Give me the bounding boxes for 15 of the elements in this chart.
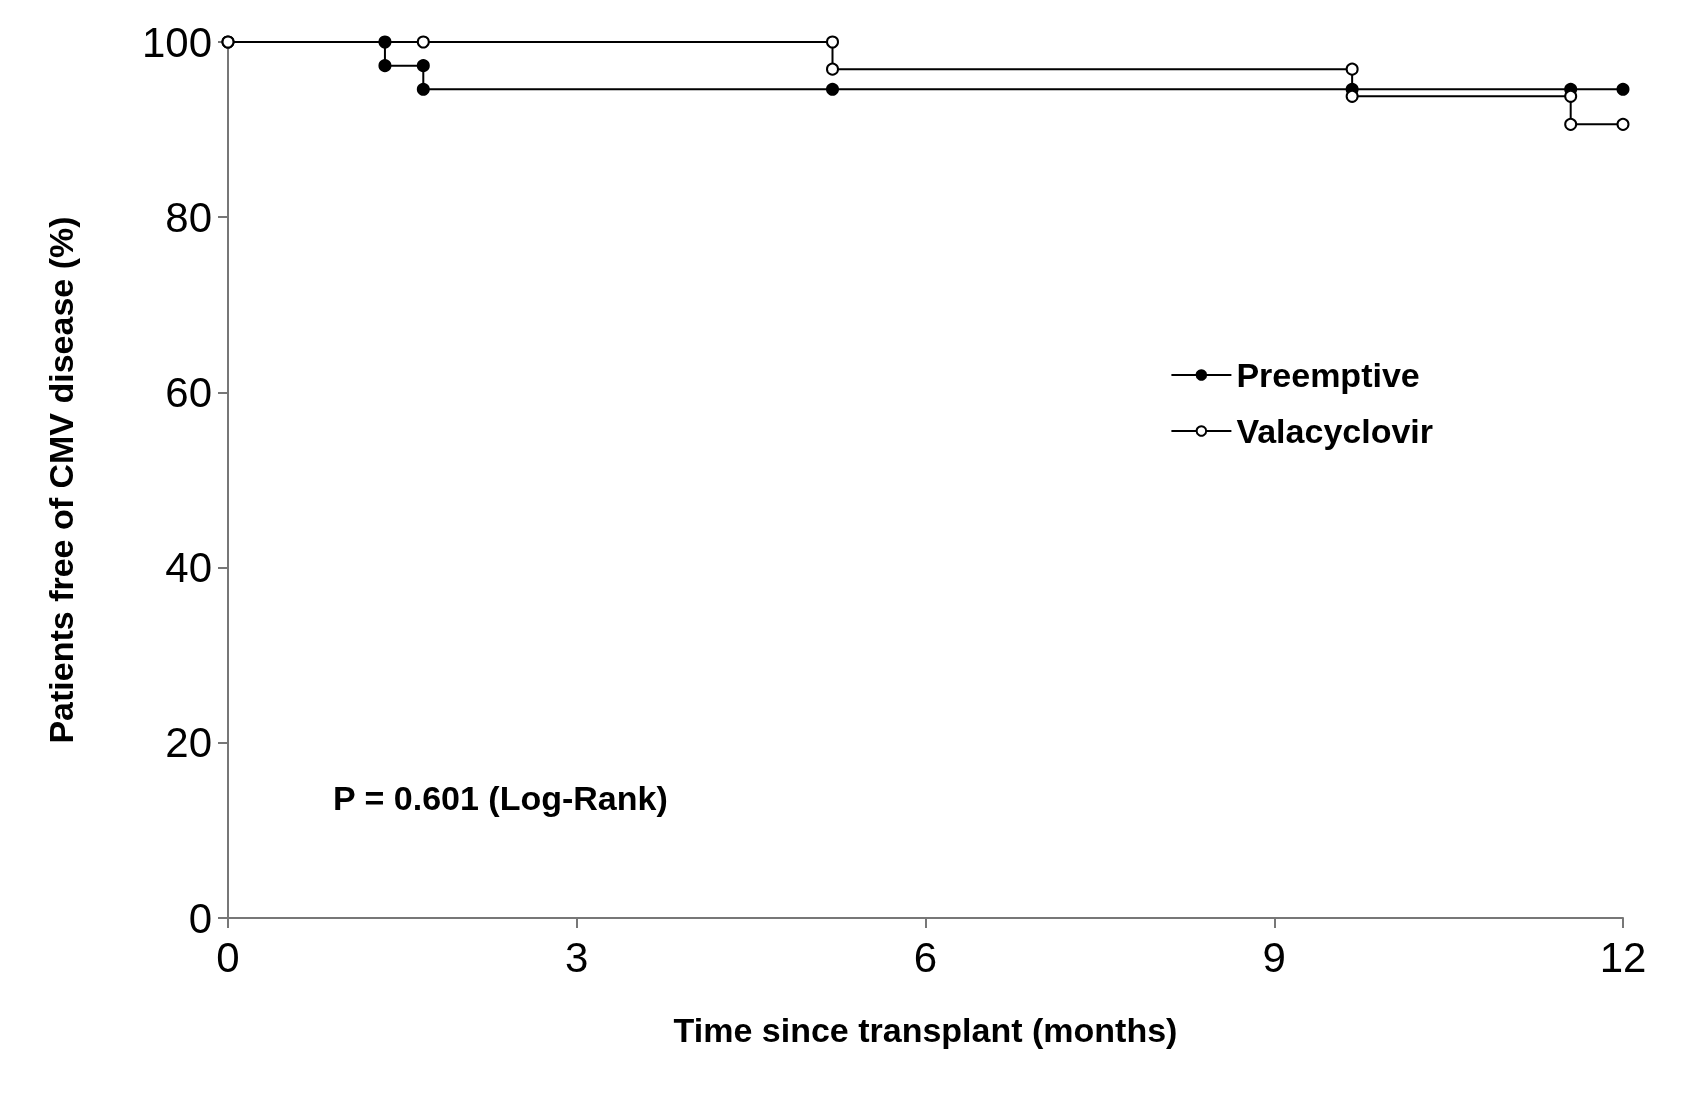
y-tick-label: 40 bbox=[165, 544, 212, 592]
y-tick-label: 100 bbox=[141, 18, 212, 66]
x-tick-label: 9 bbox=[1262, 933, 1286, 981]
y-tick-label: 20 bbox=[165, 719, 212, 767]
x-tick-label: 6 bbox=[913, 933, 938, 981]
x-tick-label: 3 bbox=[565, 933, 589, 981]
y-tick-label: 80 bbox=[165, 193, 212, 241]
legend-label: Preemptive bbox=[1236, 356, 1420, 394]
x-tick-label: 12 bbox=[1599, 933, 1647, 981]
legend-label: Valacyclovir bbox=[1236, 412, 1434, 450]
y-tick-label: 0 bbox=[188, 894, 212, 942]
annotation: P = 0.601 (Log-Rank) bbox=[333, 779, 668, 817]
y-axis-title: Patients free of CMV disease (%) bbox=[42, 216, 80, 744]
x-axis-title: Time since transplant (months) bbox=[673, 1011, 1178, 1049]
y-tick-label: 60 bbox=[165, 368, 212, 416]
